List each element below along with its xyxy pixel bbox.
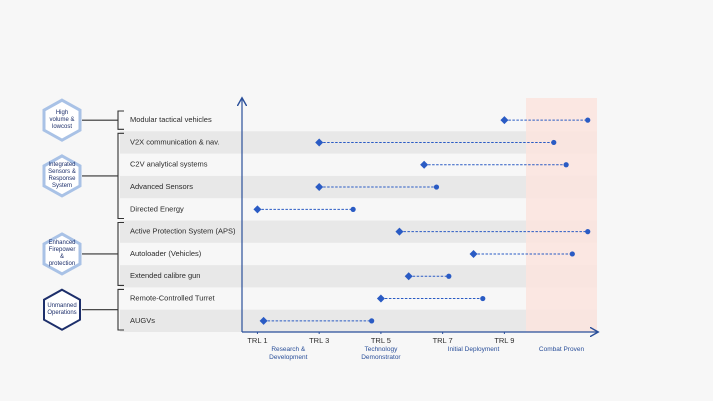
- category-label: Advanced Sensors: [130, 182, 193, 191]
- start-marker: [259, 316, 268, 325]
- stage-label: Research & Development: [269, 346, 308, 361]
- group-label-box: High volume & lowcost: [49, 109, 75, 130]
- group-badge: [42, 98, 82, 142]
- group-badge: [42, 232, 82, 276]
- end-marker: [480, 295, 486, 302]
- group-label: High volume & lowcost: [49, 109, 75, 130]
- end-marker: [563, 162, 569, 168]
- end-marker: [446, 273, 452, 279]
- start-marker: [420, 160, 429, 169]
- group-label-box: Integrated Sensors & Response System: [48, 161, 76, 189]
- category-label: C2V analytical systems: [130, 160, 208, 169]
- start-marker: [469, 249, 478, 258]
- group-label-box: Enhanced Firepower & protection: [48, 239, 76, 267]
- x-tick-label: TRL 3: [309, 336, 329, 345]
- group-label: Unmanned Operations: [47, 302, 77, 316]
- x-tick-label: TRL 5: [371, 336, 391, 345]
- stage-label: Technology Demonstrator: [361, 346, 401, 361]
- start-marker: [253, 205, 262, 214]
- group-bracket: [82, 132, 124, 220]
- category-label: AUGVs: [130, 316, 155, 325]
- end-marker: [569, 251, 575, 257]
- end-marker: [585, 117, 591, 123]
- x-tick-label: TRL 7: [433, 336, 453, 345]
- stage-label: Combat Proven: [538, 346, 585, 353]
- group-label-box: Unmanned Operations: [47, 302, 77, 316]
- row-stripe: [120, 265, 597, 288]
- start-marker: [500, 116, 509, 125]
- row-stripe: [120, 175, 597, 199]
- end-marker: [585, 229, 591, 235]
- category-label: Directed Energy: [130, 204, 184, 213]
- end-marker: [551, 139, 557, 146]
- group-badge: [43, 288, 81, 331]
- stage-label-box: Combat Proven: [538, 346, 585, 353]
- group-bracket: [82, 221, 124, 286]
- category-label: V2X communication & nav.: [130, 137, 220, 146]
- x-tick-label: TRL 9: [494, 336, 514, 345]
- highlight-band: [526, 98, 597, 332]
- row-stripe: [120, 220, 597, 243]
- category-label: Remote-Controlled Turret: [130, 294, 216, 303]
- category-label: Extended calibre gun: [130, 271, 200, 280]
- end-marker: [350, 206, 356, 212]
- group-label: Enhanced Firepower & protection: [48, 239, 76, 267]
- end-marker: [433, 184, 440, 190]
- group-bracket: [82, 110, 124, 130]
- start-marker: [404, 272, 413, 281]
- row-stripe: [120, 309, 597, 332]
- start-marker: [395, 227, 404, 236]
- start-marker: [315, 183, 324, 192]
- group-label: Integrated Sensors & Response System: [48, 161, 76, 189]
- group-badge: [42, 154, 82, 198]
- stage-label: Initial Deployment: [447, 346, 500, 353]
- category-label: Autoloader (Vehicles): [130, 249, 202, 258]
- end-marker: [369, 318, 375, 324]
- group-bracket: [82, 288, 124, 331]
- start-marker: [315, 138, 324, 147]
- category-label: Modular tactical vehicles: [130, 115, 212, 124]
- stage-label-box: Technology Demonstrator: [361, 346, 401, 361]
- category-label: Active Protection System (APS): [130, 227, 236, 236]
- x-tick-label: TRL 1: [247, 336, 267, 345]
- row-stripe: [120, 131, 597, 154]
- stage-label-box: Research & Development: [269, 346, 308, 361]
- stage-label-box: Initial Deployment: [447, 346, 500, 353]
- start-marker: [376, 294, 385, 303]
